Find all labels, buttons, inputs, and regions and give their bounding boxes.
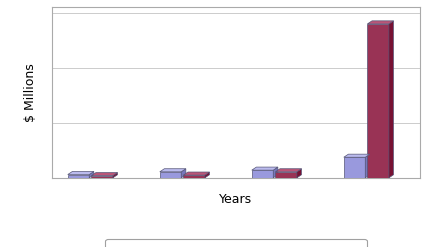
- Bar: [275, 172, 297, 178]
- Bar: [160, 172, 181, 178]
- Polygon shape: [89, 171, 94, 178]
- Polygon shape: [365, 154, 370, 178]
- X-axis label: Years: Years: [220, 193, 252, 206]
- Polygon shape: [91, 173, 117, 176]
- Y-axis label: $ Millions: $ Millions: [24, 63, 37, 122]
- Polygon shape: [252, 167, 278, 170]
- Bar: [252, 170, 273, 178]
- Polygon shape: [68, 171, 94, 175]
- Bar: [184, 175, 205, 178]
- Polygon shape: [113, 173, 117, 178]
- Bar: [368, 24, 389, 178]
- Polygon shape: [368, 21, 394, 24]
- Polygon shape: [205, 172, 210, 178]
- Polygon shape: [181, 169, 186, 178]
- Polygon shape: [273, 167, 278, 178]
- Bar: [344, 157, 365, 178]
- Polygon shape: [184, 172, 210, 175]
- Bar: [91, 176, 113, 178]
- Polygon shape: [344, 154, 370, 157]
- Polygon shape: [160, 169, 186, 172]
- Polygon shape: [389, 21, 394, 178]
- Polygon shape: [297, 169, 301, 178]
- Legend: Technology 1, Technology 2: Technology 1, Technology 2: [105, 239, 367, 247]
- Polygon shape: [275, 169, 301, 172]
- Bar: [68, 175, 89, 178]
